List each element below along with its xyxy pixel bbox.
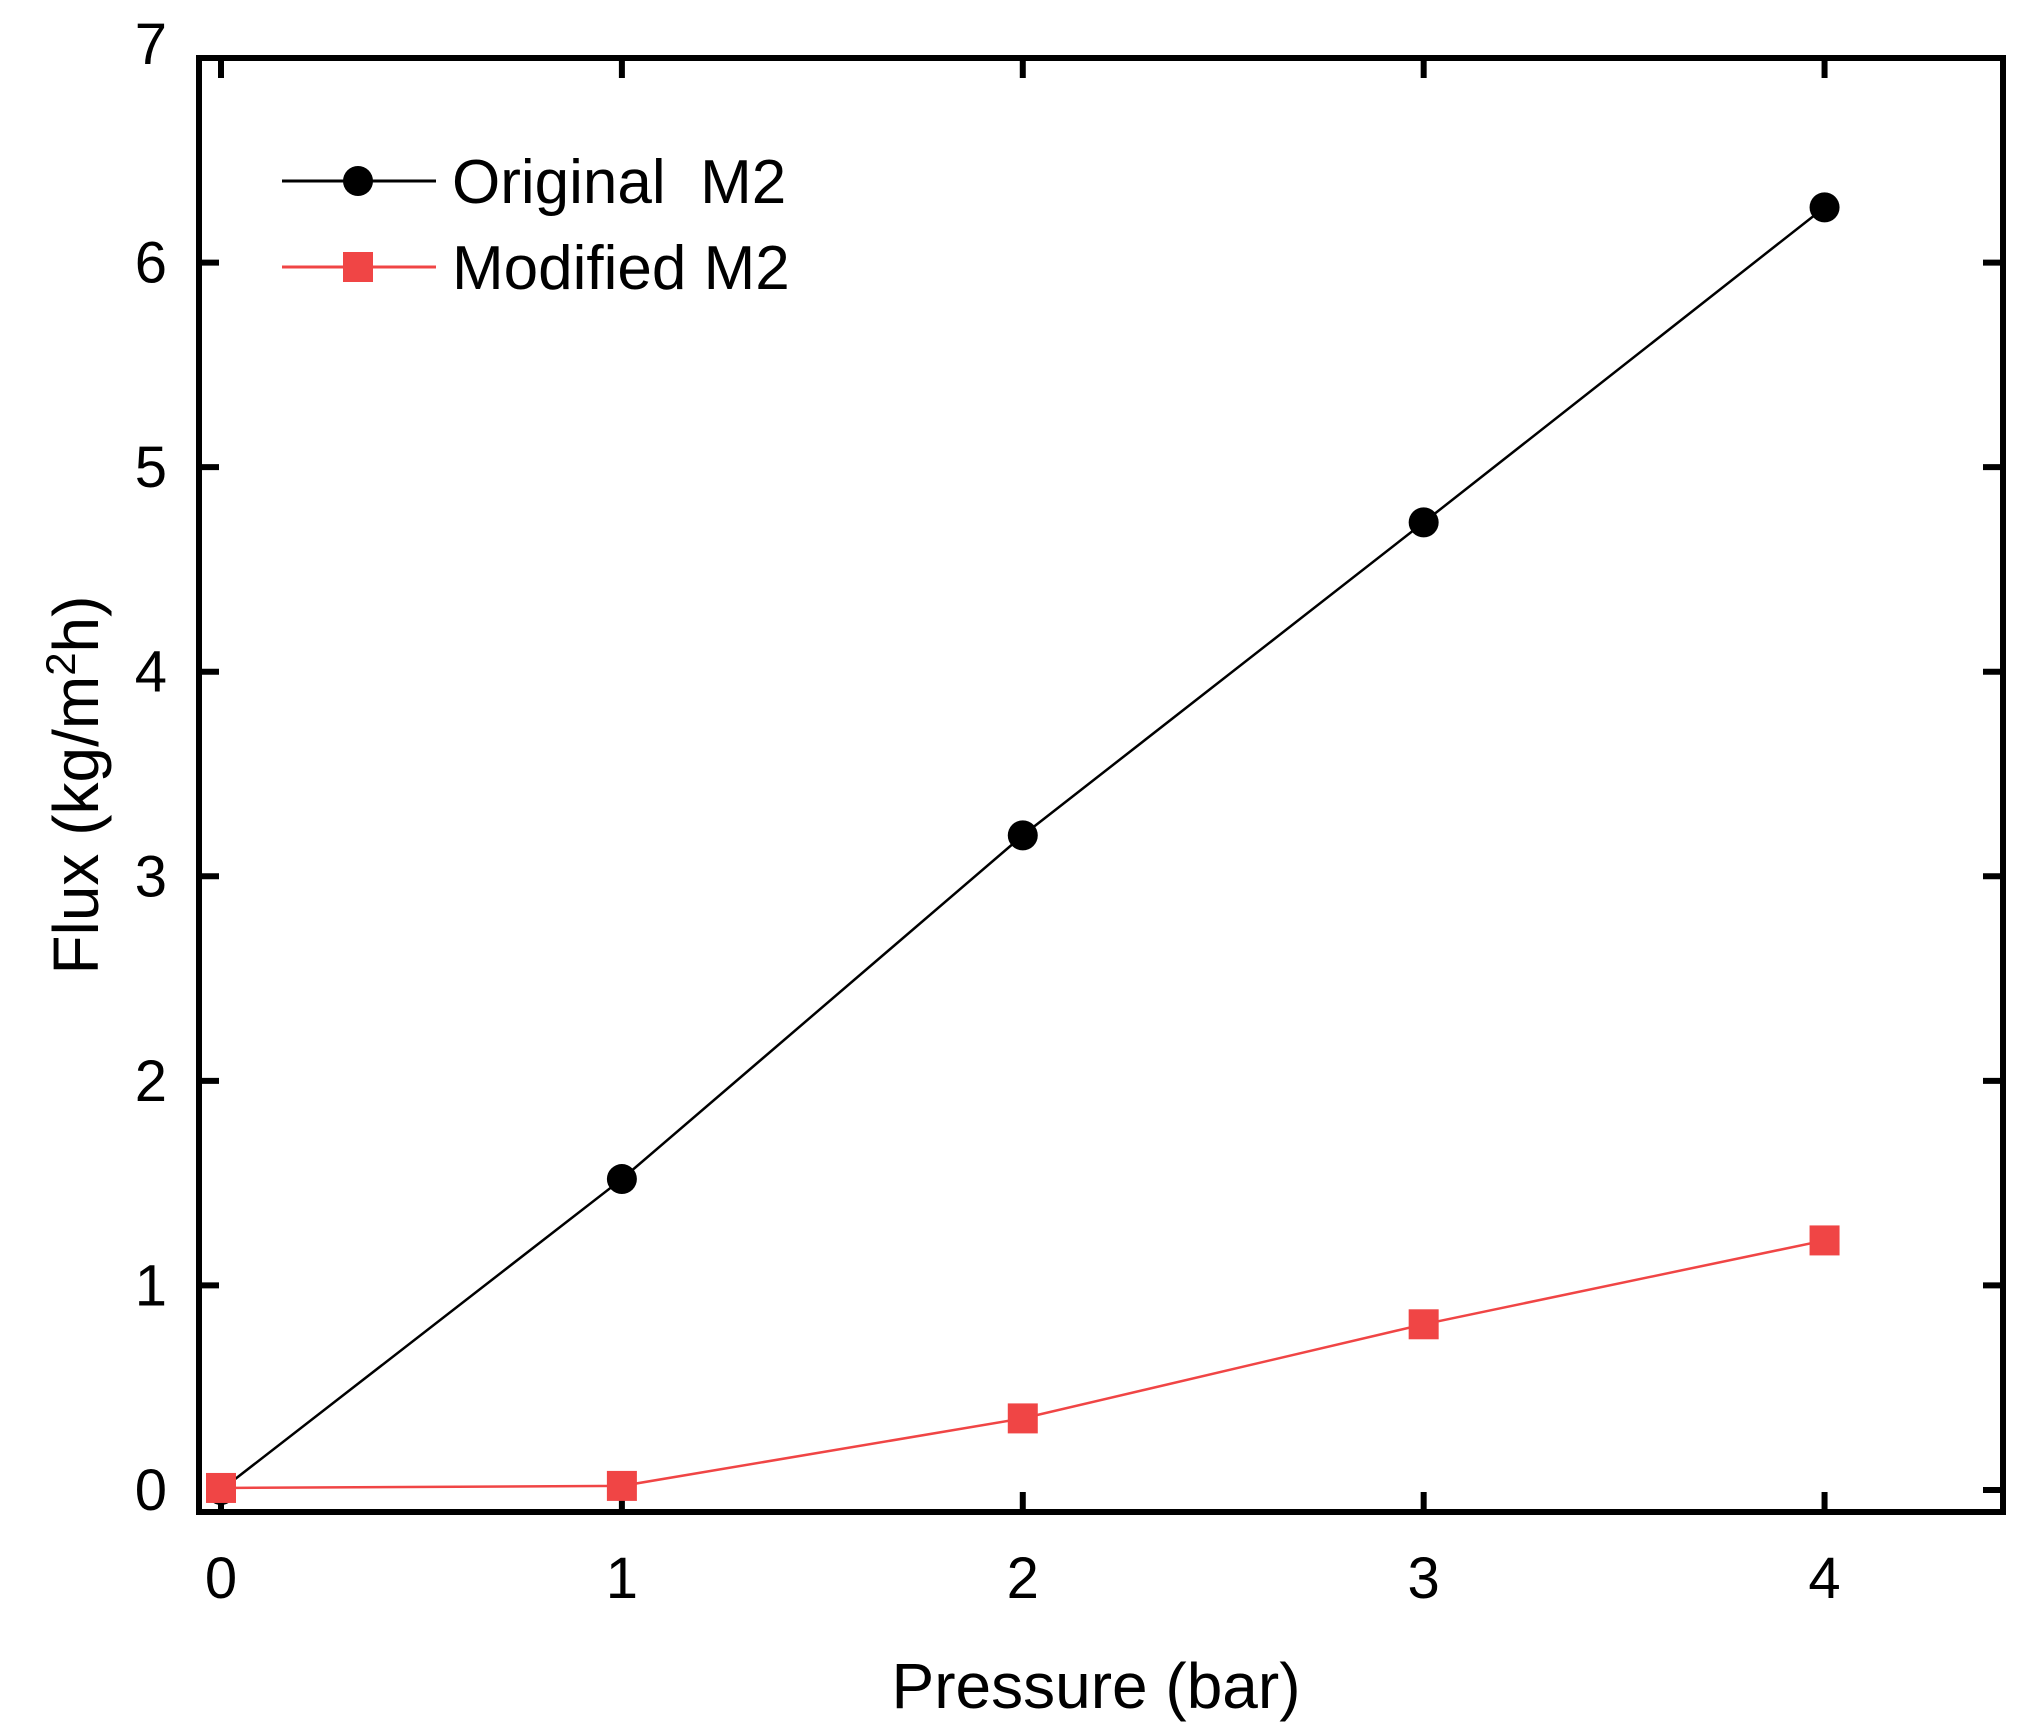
plot-frame <box>196 55 2006 1515</box>
point-original-4 <box>1809 192 1840 223</box>
legend: Original M2 Modified M2 <box>282 148 790 303</box>
tick-labels: 0 1 2 3 4 0 1 2 3 4 5 6 7 <box>135 12 1841 1611</box>
x-axis-title: Pressure (bar) <box>892 1650 1301 1722</box>
point-modified-2 <box>1007 1403 1038 1434</box>
y-axis-title-main: Flux (kg/m <box>40 676 112 975</box>
point-original-1 <box>606 1164 637 1195</box>
y-tick-label-0: 0 <box>135 1458 167 1523</box>
legend-label-modified: Modified M2 <box>452 234 790 303</box>
point-original-3 <box>1408 507 1439 538</box>
y-tick-label-5: 5 <box>135 435 167 500</box>
y-axis-title: Flux (kg/m2h) <box>37 596 113 975</box>
y-tick-label-2: 2 <box>135 1049 167 1114</box>
y-tick-label-6: 6 <box>135 231 167 296</box>
y-tick-label-7: 7 <box>135 12 167 77</box>
y-tick-label-1: 1 <box>135 1253 167 1318</box>
point-modified-0 <box>206 1472 236 1503</box>
y-tick-label-3: 3 <box>135 844 167 909</box>
point-modified-4 <box>1809 1225 1840 1256</box>
y-axis-title-end: h) <box>40 596 112 653</box>
y-tick-label-4: 4 <box>135 640 167 705</box>
y-axis-title-superscript: 2 <box>37 652 84 675</box>
x-tick-label-4: 4 <box>1808 1546 1840 1611</box>
series-line-modified <box>220 1239 1825 1490</box>
axis-ticks <box>199 58 2003 1512</box>
x-tick-label-2: 2 <box>1007 1546 1039 1611</box>
point-modified-1 <box>606 1470 637 1501</box>
point-modified-3 <box>1408 1309 1439 1340</box>
plot-series <box>206 192 1840 1505</box>
legend-marker-modified <box>343 252 373 282</box>
legend-marker-original <box>343 166 373 196</box>
x-tick-label-1: 1 <box>606 1546 638 1611</box>
legend-label-original: Original M2 <box>452 148 786 217</box>
x-tick-label-3: 3 <box>1408 1546 1440 1611</box>
point-original-2 <box>1007 820 1038 851</box>
x-tick-label-0: 0 <box>205 1546 237 1611</box>
